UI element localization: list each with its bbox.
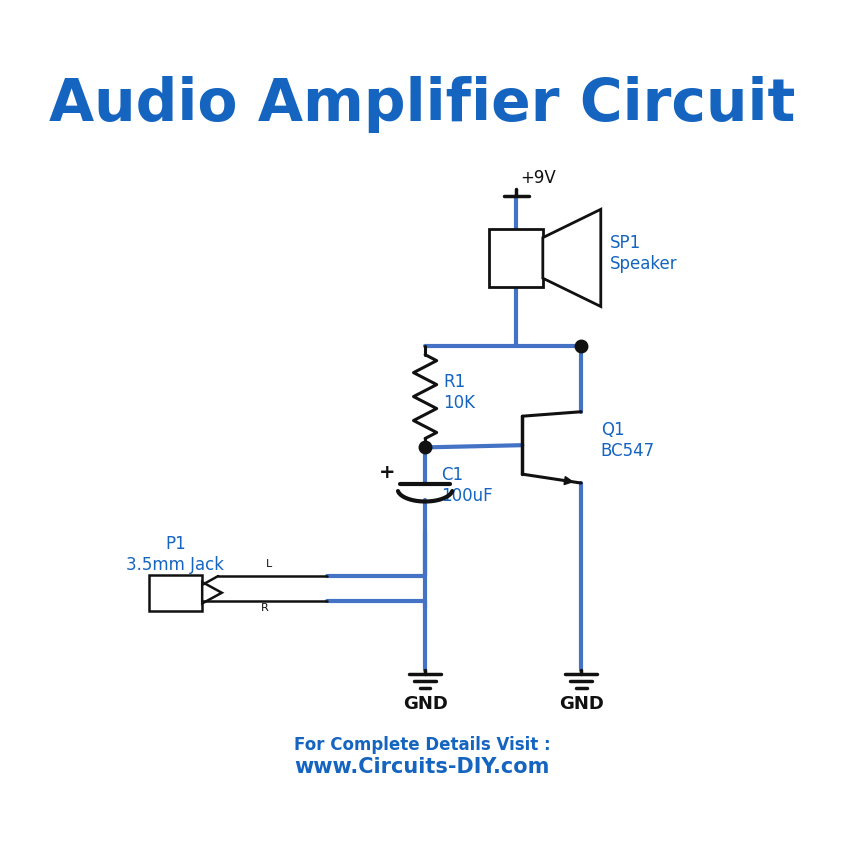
Text: +: + xyxy=(379,463,395,481)
Text: L: L xyxy=(266,559,272,569)
Text: R1
10K: R1 10K xyxy=(442,372,474,412)
Polygon shape xyxy=(564,476,572,485)
Text: P1
3.5mm Jack: P1 3.5mm Jack xyxy=(127,535,225,573)
Text: GND: GND xyxy=(403,695,447,713)
Polygon shape xyxy=(202,582,221,603)
Text: For Complete Details Visit :: For Complete Details Visit : xyxy=(294,736,550,754)
Text: Q1
BC547: Q1 BC547 xyxy=(600,421,654,460)
Text: SP1
Speaker: SP1 Speaker xyxy=(609,234,677,273)
Text: +9V: +9V xyxy=(520,169,555,187)
Bar xyxy=(489,229,542,287)
Polygon shape xyxy=(542,210,600,307)
Text: www.Circuits-DIY.com: www.Circuits-DIY.com xyxy=(295,757,549,777)
Text: GND: GND xyxy=(558,695,603,713)
Text: R: R xyxy=(261,603,268,613)
Text: Audio Amplifier Circuit: Audio Amplifier Circuit xyxy=(49,77,795,134)
Bar xyxy=(149,575,202,611)
Text: C1
100uF: C1 100uF xyxy=(441,466,492,504)
